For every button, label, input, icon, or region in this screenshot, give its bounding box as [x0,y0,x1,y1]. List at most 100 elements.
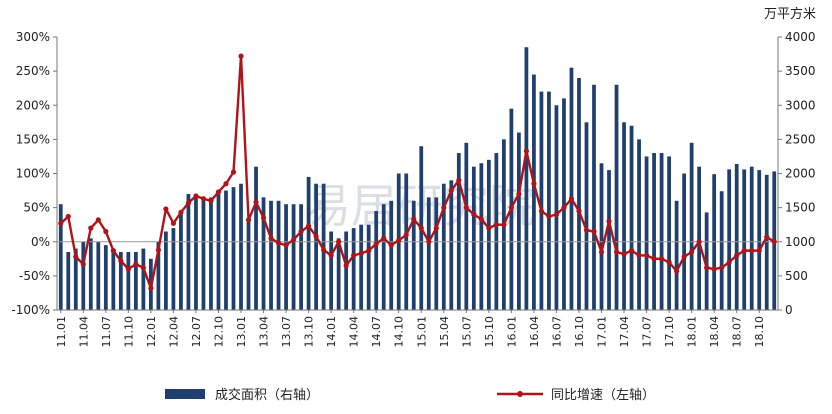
point-11.09 [118,258,123,263]
point-17.12 [682,254,687,259]
x-tick-label: 13.01 [235,316,248,348]
point-14.10 [396,238,401,243]
bar-17.04 [622,122,626,310]
point-13.06 [276,241,281,246]
x-tick-label: 14.10 [393,316,406,348]
bar-13.07 [284,204,288,310]
bar-12.07 [194,194,198,310]
bar-16.07 [555,105,559,310]
bar-16.05 [540,92,544,310]
right-tick-label: 1500 [785,201,816,215]
bar-18.10 [757,170,761,310]
bar-14.06 [367,225,371,310]
bar-17.03 [615,85,619,310]
right-tick-label: 1000 [785,235,816,249]
point-16.05 [539,208,544,213]
bar-15.11 [494,153,498,310]
legend-line-marker [517,391,523,397]
legend-bar-swatch [165,389,205,399]
point-15.05 [449,188,454,193]
bar-13.11 [314,184,318,310]
bar-13.05 [269,201,273,310]
left-tick-label: 200% [16,98,50,112]
x-tick-label: 14.01 [325,316,338,348]
bar-15.05 [449,180,453,310]
point-16.12 [591,229,596,234]
point-15.10 [486,226,491,231]
x-tick-label: 13.04 [258,316,271,348]
bar-11.10 [126,252,130,310]
point-14.12 [411,217,416,222]
left-tick-label: 0% [31,235,50,249]
bar-15.08 [472,167,476,310]
point-14.03 [344,263,349,268]
bar-12.03 [164,232,168,310]
bar-14.04 [352,228,356,310]
right-tick-label: 3000 [785,98,816,112]
point-13.03 [253,200,258,205]
point-11.02 [66,214,71,219]
bar-13.08 [292,204,296,310]
point-17.02 [606,219,611,224]
legend: 成交面积（右轴）同比增速（左轴） [165,387,655,403]
bar-17.10 [667,156,671,310]
x-tick-label: 17.07 [641,316,654,348]
point-12.03 [163,206,168,211]
point-15.02 [426,239,431,244]
point-12.11 [223,181,228,186]
point-18.12 [772,239,777,244]
bar-17.01 [600,163,604,310]
point-17.10 [667,260,672,265]
bar-16.10 [577,78,581,310]
point-13.02 [246,217,251,222]
bar-18.11 [765,175,769,310]
bar-17.05 [630,126,634,310]
bar-18.02 [697,167,701,310]
point-17.09 [659,256,664,261]
bar-11.01 [59,204,63,310]
point-17.01 [599,249,604,254]
bar-13.02 [247,221,251,310]
bar-17.06 [637,139,641,310]
point-18.09 [749,248,754,253]
bar-11.11 [134,252,138,310]
point-14.09 [389,243,394,248]
right-axis-unit-label: 万平方米 [764,6,816,22]
bar-11.02 [66,252,70,310]
point-15.09 [479,217,484,222]
x-tick-label: 11.07 [100,316,113,348]
right-tick-label: 2000 [785,167,816,181]
left-tick-label: 100% [16,167,50,181]
point-16.01 [509,205,514,210]
bar-14.01 [329,232,333,310]
point-15.12 [501,222,506,227]
right-tick-label: 3500 [785,64,816,78]
growth-line [61,56,774,288]
point-14.01 [329,253,334,258]
bar-11.06 [96,242,100,310]
point-11.07 [103,229,108,234]
bar-15.09 [479,163,483,310]
point-18.11 [764,234,769,239]
right-tick-label: 500 [785,269,808,283]
x-tick-label: 16.01 [505,316,518,348]
point-15.04 [441,205,446,210]
bar-11.07 [104,245,108,310]
bar-13.01 [239,184,243,310]
point-12.01 [148,286,153,291]
bar-13.10 [307,177,311,310]
x-tick-label: 18.04 [708,316,721,348]
x-tick-label: 16.10 [573,316,586,348]
point-17.03 [614,249,619,254]
x-tick-label: 17.10 [663,316,676,348]
bar-13.03 [254,167,258,310]
x-tick-label: 12.10 [212,316,225,348]
left-axis: -100%-50%0%50%100%150%200%250%300% [11,30,57,317]
bar-14.03 [344,232,348,310]
right-tick-label: 2500 [785,132,816,146]
bar-16.03 [525,47,529,310]
point-16.04 [531,181,536,186]
left-tick-label: -100% [11,303,50,317]
point-11.01 [58,221,63,226]
legend-bar-label: 成交面积（右轴） [215,387,319,403]
